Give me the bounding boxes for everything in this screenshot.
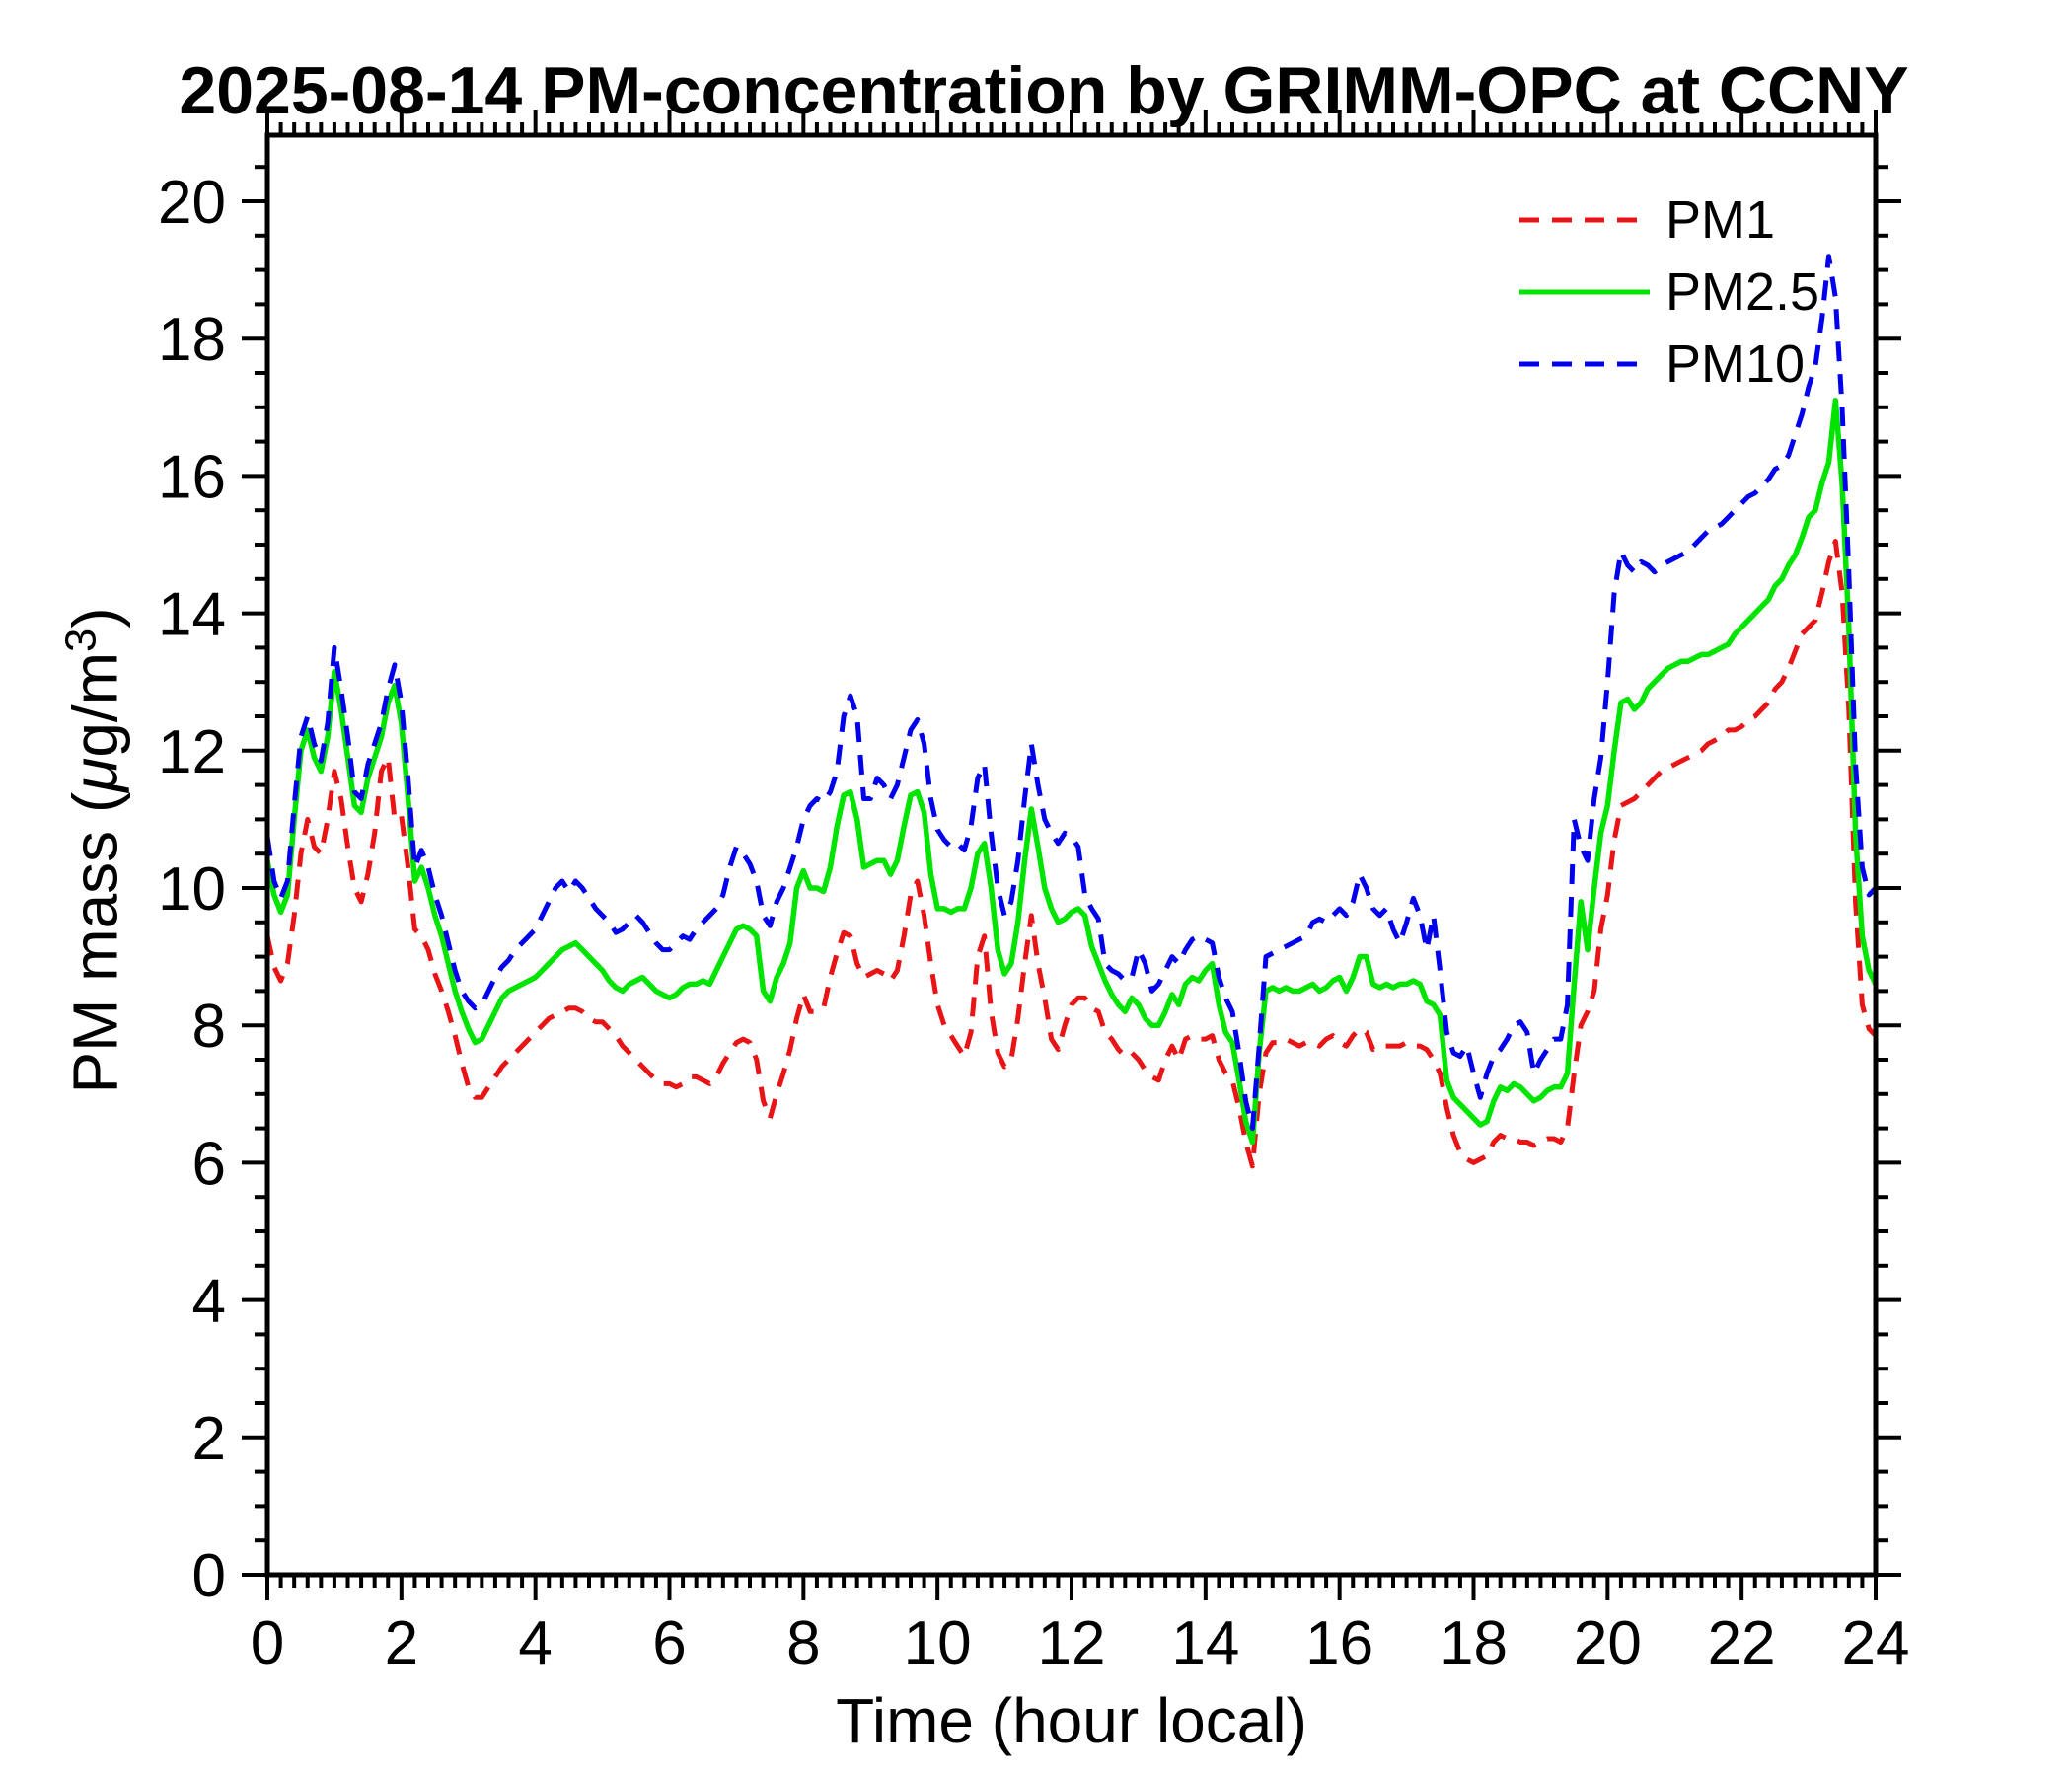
legend-item-pm10: PM10 — [1519, 328, 1819, 400]
y-axis-label-exponent: 3 — [57, 628, 106, 652]
y-tick-label: 20 — [158, 169, 226, 237]
legend-label-pm25: PM2.5 — [1665, 261, 1820, 322]
y-axis-label-units: g/m — [59, 651, 131, 758]
x-tick-label: 22 — [1708, 1609, 1776, 1677]
legend: PM1 PM2.5 PM10 — [1519, 184, 1819, 400]
y-tick-label: 16 — [158, 443, 226, 511]
x-tick-label: 4 — [518, 1609, 552, 1677]
y-tick-label: 6 — [192, 1130, 226, 1198]
x-tick-label: 10 — [904, 1609, 972, 1677]
x-tick-label: 12 — [1038, 1609, 1106, 1677]
y-axis-label-close: ) — [59, 607, 131, 629]
x-tick-label: 18 — [1440, 1609, 1508, 1677]
y-tick-label: 8 — [192, 993, 226, 1061]
y-tick-label: 14 — [158, 581, 226, 649]
legend-line-pm1 — [1519, 217, 1650, 222]
legend-line-pm10 — [1519, 361, 1650, 366]
legend-item-pm25: PM2.5 — [1519, 256, 1819, 328]
x-tick-label: 8 — [786, 1609, 820, 1677]
x-axis-label: Time (hour local) — [836, 1685, 1307, 1756]
y-tick-label: 18 — [158, 306, 226, 374]
legend-label-pm10: PM10 — [1665, 333, 1806, 394]
legend-line-pm25 — [1519, 289, 1650, 294]
x-tick-label: 0 — [251, 1609, 284, 1677]
y-tick-label: 4 — [192, 1268, 226, 1336]
y-tick-label: 0 — [192, 1542, 226, 1610]
series-line-pm25 — [264, 398, 1879, 1146]
y-tick-label: 10 — [158, 855, 226, 924]
series-line-pm1 — [264, 539, 1878, 1169]
chart-title: 2025-08-14 PM-concentration by GRIMM-OPC… — [179, 53, 1909, 128]
y-axis-label: PM mass (μg/m3) — [57, 607, 130, 1093]
y-axis-label-text: PM mass ( — [59, 791, 131, 1094]
x-tick-label: 16 — [1305, 1609, 1373, 1677]
x-tick-label: 20 — [1574, 1609, 1642, 1677]
y-tick-label: 2 — [192, 1405, 226, 1473]
legend-item-pm1: PM1 — [1519, 184, 1819, 256]
legend-label-pm1: PM1 — [1665, 189, 1776, 250]
x-tick-label: 2 — [385, 1609, 418, 1677]
x-tick-label: 6 — [652, 1609, 686, 1677]
mu-symbol: μ — [59, 757, 131, 792]
y-tick-label: 12 — [158, 718, 226, 786]
x-tick-label: 24 — [1842, 1609, 1910, 1677]
x-tick-label: 14 — [1171, 1609, 1239, 1677]
